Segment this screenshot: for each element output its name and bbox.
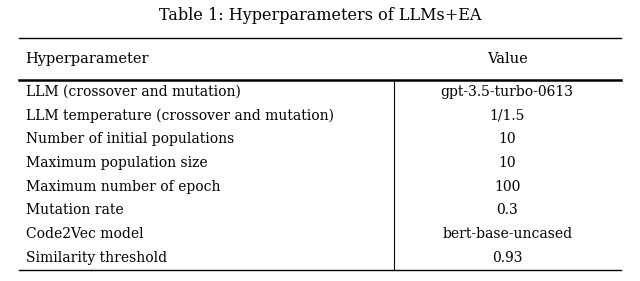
Text: Hyperparameter: Hyperparameter [26,52,149,66]
Text: 0.3: 0.3 [497,203,518,217]
Text: bert-base-uncased: bert-base-uncased [442,227,572,241]
Text: Number of initial populations: Number of initial populations [26,132,234,146]
Text: LLM (crossover and mutation): LLM (crossover and mutation) [26,85,241,99]
Text: Table 1: Hyperparameters of LLMs+EA: Table 1: Hyperparameters of LLMs+EA [159,7,481,24]
Text: 10: 10 [499,132,516,146]
Text: 0.93: 0.93 [492,251,522,265]
Text: Mutation rate: Mutation rate [26,203,124,217]
Text: LLM temperature (crossover and mutation): LLM temperature (crossover and mutation) [26,108,333,123]
Text: Code2Vec model: Code2Vec model [26,227,143,241]
Text: 10: 10 [499,156,516,170]
Text: gpt-3.5-turbo-0613: gpt-3.5-turbo-0613 [441,85,573,99]
Text: Similarity threshold: Similarity threshold [26,251,167,265]
Text: Value: Value [487,52,527,66]
Text: 100: 100 [494,180,520,194]
Text: 1/1.5: 1/1.5 [490,109,525,123]
Text: Maximum population size: Maximum population size [26,156,207,170]
Text: Maximum number of epoch: Maximum number of epoch [26,180,220,194]
